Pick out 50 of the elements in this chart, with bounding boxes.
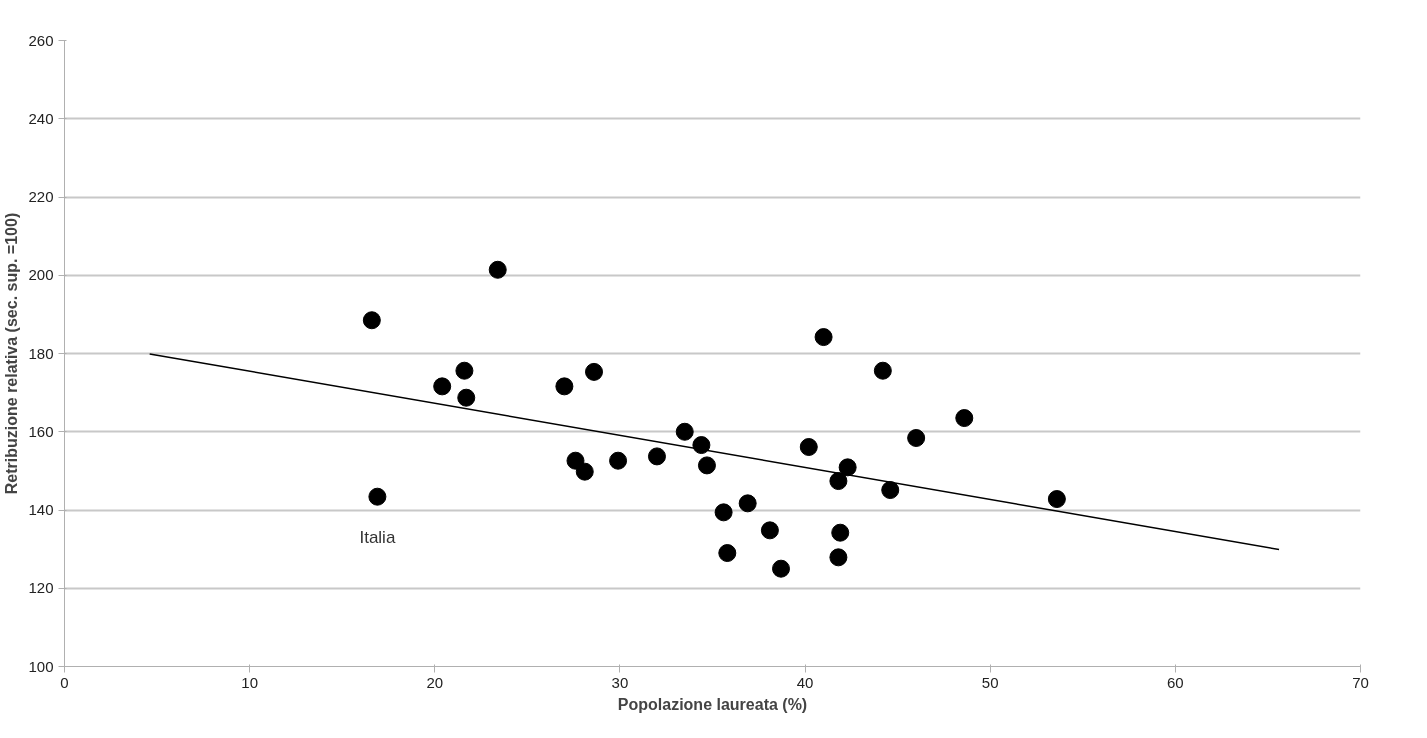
x-axis-title: Popolazione laureata (%) — [617, 695, 808, 713]
point — [799, 438, 818, 456]
point — [738, 494, 757, 513]
y-axis-title: Retribuzione relativa (sec. sup. =100) — [3, 212, 21, 495]
point — [647, 447, 666, 466]
x-tick-label: 20 — [426, 673, 444, 691]
point — [772, 559, 790, 578]
point — [433, 377, 452, 396]
point — [555, 377, 574, 396]
point — [831, 523, 850, 542]
x-tick-label: 0 — [60, 673, 69, 691]
point — [829, 548, 848, 567]
point — [455, 361, 474, 380]
x-tick-label: 10 — [241, 673, 258, 691]
y-tick-label: 220 — [28, 188, 54, 205]
point — [714, 503, 733, 522]
y-tick-label: 240 — [28, 109, 54, 127]
annotation: Italia — [359, 527, 396, 547]
x-tick-label: 50 — [981, 673, 999, 691]
point — [838, 458, 857, 477]
y-tick-label: 120 — [28, 579, 54, 597]
y-tick-label: 260 — [28, 31, 54, 49]
point — [955, 409, 974, 428]
point — [675, 422, 694, 441]
point — [692, 436, 711, 455]
point — [368, 487, 387, 506]
point — [697, 456, 716, 475]
y-tick-label: 100 — [28, 657, 54, 675]
point — [1047, 490, 1066, 509]
y-tick-label: 200 — [28, 266, 54, 284]
point — [760, 521, 779, 540]
x-tick-label: 40 — [796, 673, 814, 691]
point — [907, 429, 926, 447]
y-tick-label: 180 — [28, 344, 54, 362]
point — [488, 260, 507, 279]
x-tick-label: 60 — [1167, 673, 1184, 691]
point — [362, 311, 381, 330]
point — [575, 462, 594, 481]
point — [881, 481, 900, 500]
x-tick-label: 30 — [611, 673, 629, 691]
y-tick-label: 140 — [28, 501, 54, 518]
point — [718, 544, 737, 563]
point — [609, 451, 628, 470]
y-tick-label: 160 — [28, 422, 54, 440]
point — [457, 388, 476, 407]
point — [829, 472, 848, 491]
point — [814, 328, 833, 347]
point — [585, 362, 604, 381]
point — [873, 361, 892, 380]
x-tick-label: 70 — [1352, 673, 1369, 691]
